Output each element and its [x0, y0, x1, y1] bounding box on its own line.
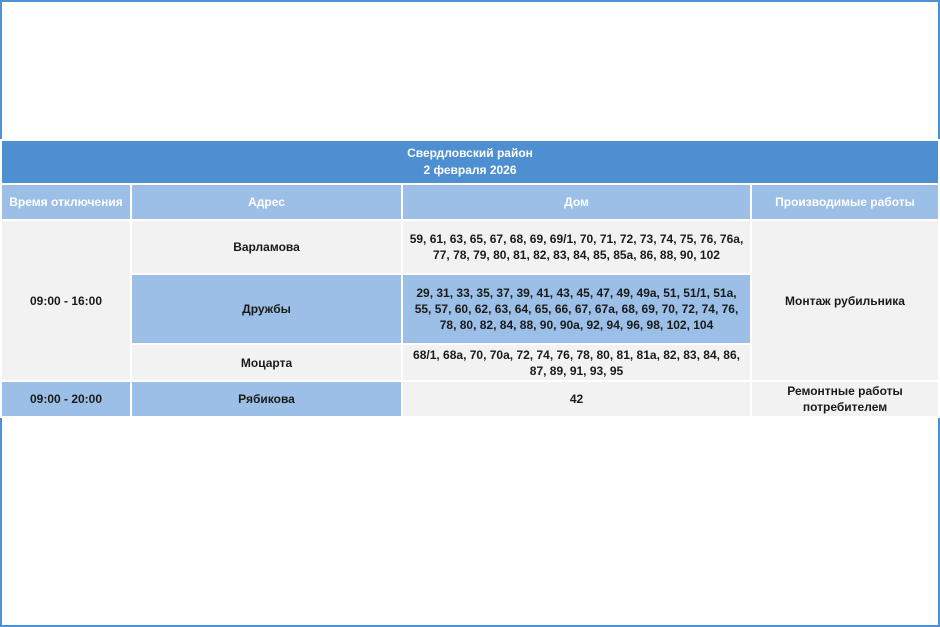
table-row: Моцарта 68/1, 68а, 70, 70а, 72, 74, 76, …: [1, 343, 939, 382]
houses-cell: 29, 31, 33, 35, 37, 39, 41, 43, 45, 47, …: [401, 273, 752, 345]
address-cell: Рябикова: [130, 380, 403, 418]
address-cell: Варламова: [130, 219, 403, 275]
table-row: 09:00 - 16:00 Варламова 59, 61, 63, 65, …: [0, 219, 940, 382]
work-cell: Ремонтные работы потребителем: [750, 380, 940, 418]
outage-time-cell: 09:00 - 16:00: [0, 219, 132, 382]
houses-cell: 59, 61, 63, 65, 67, 68, 69, 69/1, 70, 71…: [401, 219, 752, 275]
header-row: Время отключения Адрес Дом Производимые …: [0, 183, 940, 221]
outage-schedule-table: Свердловский район 2 февраля 2026 Время …: [0, 139, 940, 418]
schedule-date: 2 февраля 2026: [423, 163, 517, 177]
outage-time-cell: 09:00 - 20:00: [0, 380, 132, 418]
header-work: Производимые работы: [750, 183, 940, 221]
houses-cell: 68/1, 68а, 70, 70а, 72, 74, 76, 78, 80, …: [401, 343, 752, 382]
work-cell: Монтаж рубильника: [750, 219, 940, 382]
header-time: Время отключения: [0, 183, 132, 221]
address-cell: Моцарта: [130, 343, 403, 382]
table-title: Свердловский район 2 февраля 2026: [0, 139, 940, 185]
table-row: Дружбы 29, 31, 33, 35, 37, 39, 41, 43, 4…: [1, 273, 939, 345]
address-cell: Дружбы: [130, 273, 403, 345]
table-row: 09:00 - 20:00 Рябикова 42 Ремонтные рабо…: [0, 380, 940, 418]
district-title: Свердловский район: [407, 146, 533, 160]
header-house: Дом: [401, 183, 752, 221]
header-address: Адрес: [130, 183, 403, 221]
houses-cell: 42: [401, 380, 752, 418]
